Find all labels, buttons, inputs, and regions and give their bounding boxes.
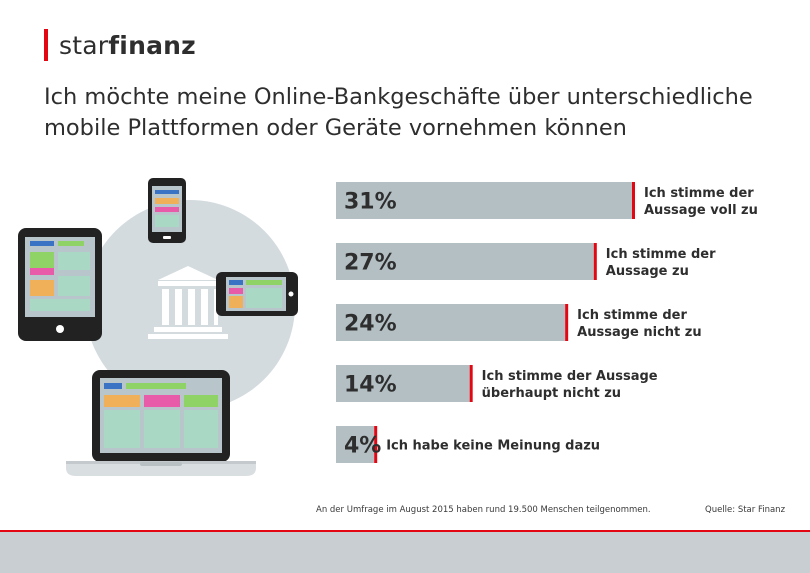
title-line-2: mobile Plattformen oder Geräte vornehmen…: [44, 115, 627, 141]
category-label-3-1: Ich stimme der: [577, 308, 687, 323]
value-label-1: 31%: [344, 190, 397, 215]
smartphone-icon: [148, 178, 186, 243]
title-line-1: Ich möchte meine Online-Bankgeschäfte üb…: [44, 84, 753, 110]
logo-wordmark: starfinanz: [59, 31, 196, 60]
logo-bold-part: finanz: [108, 30, 196, 60]
category-label-3-2: Aussage nicht zu: [577, 325, 701, 340]
footer-band: [0, 530, 810, 573]
category-label-2-2: Aussage zu: [606, 264, 689, 279]
bar-marker-5: [374, 426, 378, 463]
category-label-1-1: Ich stimme der: [644, 186, 754, 201]
devices-illustration: [18, 178, 298, 476]
value-label-3: 24%: [344, 312, 397, 337]
brand-logo: starfinanz: [44, 28, 196, 62]
value-label-4: 14%: [344, 373, 397, 398]
page-title: Ich möchte meine Online-Bankgeschäfte üb…: [44, 82, 804, 144]
category-label-4-1: Ich stimme der Aussage: [482, 369, 658, 384]
value-label-2: 27%: [344, 251, 397, 276]
bar-1: [336, 182, 632, 219]
logo-accent-bar: [44, 29, 48, 61]
bar-4: [336, 365, 470, 402]
logo-light-part: star: [59, 30, 109, 60]
bar-3: [336, 304, 566, 341]
bar-marker-3: [565, 304, 569, 341]
category-label-1-2: Aussage voll zu: [644, 203, 758, 218]
bar-marker-2: [593, 243, 597, 280]
category-label-5-1: Ich habe keine Meinung dazu: [386, 439, 600, 454]
bar-marker-1: [632, 182, 635, 219]
survey-footnote: An der Umfrage im August 2015 haben rund…: [316, 505, 651, 515]
category-label-4-2: überhaupt nicht zu: [482, 386, 621, 401]
source-note: Quelle: Star Finanz: [705, 505, 786, 515]
footer-accent-line: [0, 530, 810, 532]
value-label-5: 4%: [344, 434, 381, 459]
laptop-icon: [66, 370, 256, 476]
bar-marker-4: [469, 365, 473, 402]
bar-2: [336, 243, 594, 280]
bar-5: [336, 426, 375, 463]
landscape-phone-icon: [216, 272, 298, 316]
bar-chart: 31% Ich stimme der Aussage voll zu 27% Ich s…: [336, 182, 758, 463]
tablet-icon: [18, 228, 102, 341]
category-label-2-1: Ich stimme der: [606, 247, 716, 262]
